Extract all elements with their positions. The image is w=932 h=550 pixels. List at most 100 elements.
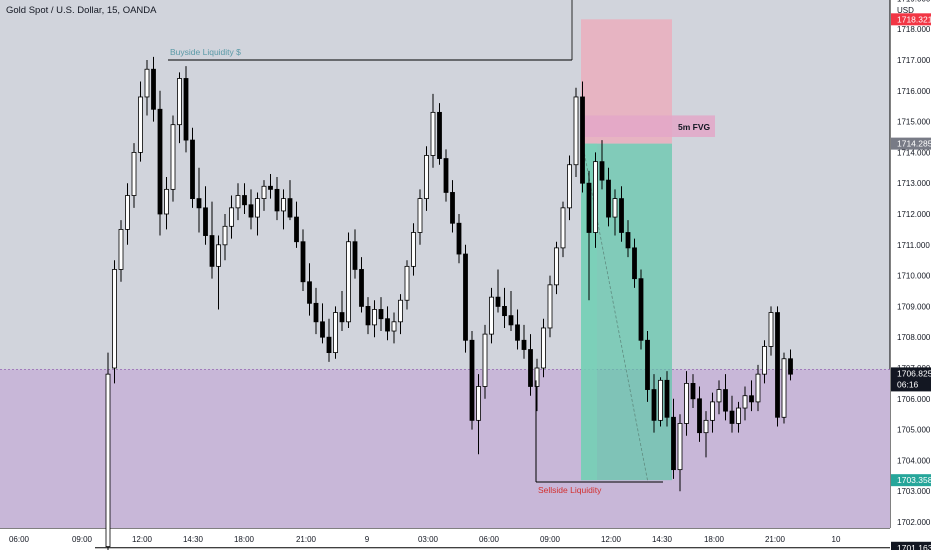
- candle: [567, 155, 572, 221]
- candle: [339, 291, 345, 332]
- candle: [749, 380, 754, 412]
- candle: [710, 392, 715, 433]
- candle-body: [164, 188, 169, 215]
- candle: [255, 192, 260, 236]
- candle: [515, 309, 520, 350]
- price-tick-label: 1714.000: [897, 148, 931, 157]
- candle: [469, 331, 475, 430]
- candle: [788, 349, 793, 381]
- candle-body: [749, 395, 754, 403]
- price-tick-label: 1708.000: [897, 333, 931, 342]
- candle: [196, 167, 202, 233]
- candle: [125, 183, 130, 245]
- candle: [495, 269, 501, 313]
- candle: [268, 173, 273, 199]
- candle: [391, 312, 397, 344]
- candle: [235, 183, 241, 221]
- time-tick-label: 21:00: [296, 535, 317, 544]
- candle: [690, 374, 696, 409]
- time-axis-background: [0, 528, 932, 550]
- time-tick-label: 09:00: [72, 535, 93, 544]
- candle: [606, 167, 611, 227]
- candle: [105, 352, 111, 550]
- time-tick-label: 10: [832, 535, 841, 544]
- candle-body: [638, 278, 644, 341]
- candle-body: [118, 228, 124, 270]
- candle-body: [554, 247, 559, 286]
- candle: [677, 414, 683, 492]
- candle: [593, 152, 598, 248]
- price-tick-label: 1711.000: [897, 241, 930, 250]
- candle-body: [196, 198, 202, 209]
- time-tick-label: 12:00: [601, 535, 622, 544]
- time-tick-label: 06:00: [9, 535, 30, 544]
- candle-body: [632, 247, 637, 280]
- candle: [411, 223, 416, 276]
- candle-body: [248, 204, 254, 218]
- candle: [430, 93, 436, 168]
- candle: [398, 294, 403, 335]
- candle-body: [710, 401, 715, 421]
- candle: [352, 229, 358, 279]
- candle: [248, 189, 254, 230]
- candle: [385, 306, 390, 341]
- candle: [762, 340, 767, 384]
- candle-body: [703, 419, 709, 434]
- candle-body: [625, 232, 631, 249]
- candle: [573, 87, 579, 178]
- candle: [203, 186, 208, 245]
- candle-body: [541, 327, 546, 369]
- candle-body: [112, 269, 117, 369]
- candle: [209, 201, 215, 279]
- price-axis-background: [890, 0, 932, 550]
- candle: [359, 257, 364, 313]
- candle-body: [443, 158, 449, 193]
- candle-body: [736, 407, 741, 424]
- candle: [502, 287, 507, 328]
- candle-body: [606, 179, 611, 218]
- candle: [521, 324, 527, 359]
- candle: [365, 297, 371, 335]
- candle: [671, 398, 676, 479]
- candle-body: [573, 96, 579, 166]
- currency-label: USD: [897, 6, 914, 15]
- candle: [307, 263, 312, 316]
- candle-body: [346, 241, 351, 323]
- candle: [229, 195, 234, 239]
- candle-body: [671, 416, 676, 471]
- candle-body: [729, 410, 735, 424]
- candle: [450, 180, 455, 233]
- candle-body: [125, 195, 130, 230]
- candle-body: [599, 161, 605, 181]
- candle: [274, 177, 280, 221]
- candle: [638, 269, 644, 350]
- time-tick-label: 09:00: [540, 535, 561, 544]
- price-tick-label: 1703.000: [897, 487, 931, 496]
- candle-body: [437, 111, 442, 159]
- candle: [372, 300, 377, 338]
- candle-body: [352, 241, 358, 270]
- candle: [541, 318, 546, 378]
- candle-body: [372, 309, 377, 326]
- candle-body: [326, 336, 332, 354]
- candle: [645, 331, 650, 402]
- candle-body: [229, 207, 234, 227]
- candle: [723, 374, 728, 421]
- candle-body: [651, 389, 657, 421]
- candle-body: [580, 96, 585, 184]
- fvg-label: 5m FVG: [678, 122, 711, 132]
- candle: [118, 220, 124, 282]
- sellside-liquidity-label: Sellside Liquidity: [538, 485, 602, 495]
- candle: [417, 189, 423, 245]
- candle-body: [105, 373, 111, 548]
- price-tick-label: 1706.000: [897, 395, 931, 404]
- candle: [190, 127, 195, 208]
- candle-body: [463, 253, 468, 341]
- candle-body: [619, 198, 624, 233]
- candle: [281, 189, 286, 230]
- candle: [164, 177, 169, 230]
- entry-price-tag-bg: [891, 137, 931, 150]
